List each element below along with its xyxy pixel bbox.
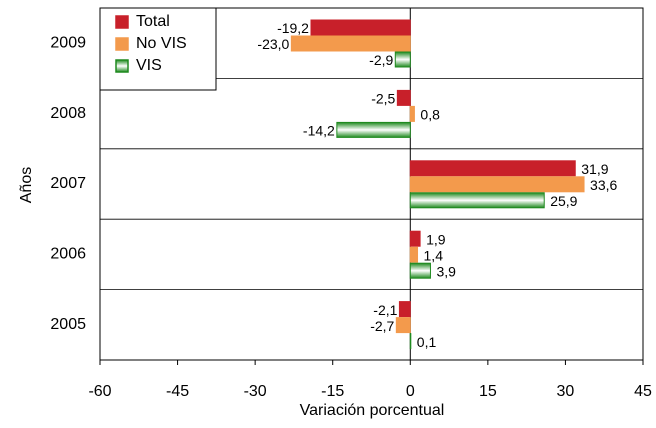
value-label: 3,9	[436, 263, 456, 279]
plot-frame	[99, 7, 644, 361]
value-label: 1,9	[426, 231, 446, 247]
x-tick-label: 45	[634, 383, 652, 400]
y-tick-label: 2006	[50, 246, 86, 263]
value-label: -2,1	[373, 302, 397, 318]
bar	[336, 121, 411, 138]
legend-label: No VIS	[136, 35, 187, 52]
y-tick-label: 2007	[50, 175, 86, 192]
y-tick-label: 2005	[50, 316, 86, 333]
legend-label: VIS	[136, 57, 162, 74]
value-label: 33,6	[590, 177, 617, 193]
bar	[395, 317, 411, 334]
y-axis-title: Años	[18, 167, 35, 203]
legend-label: Total	[136, 13, 170, 30]
value-label: -2,9	[369, 52, 393, 68]
x-tick-label: -45	[166, 383, 189, 400]
x-tick-label: -60	[88, 383, 111, 400]
x-axis-title: Variación porcentual	[300, 402, 445, 419]
bar	[409, 262, 431, 279]
value-label: -23,0	[257, 36, 289, 52]
bar	[394, 51, 411, 68]
bar	[409, 230, 421, 247]
value-label: -19,2	[277, 20, 309, 36]
bar	[409, 105, 415, 122]
value-label: 0,1	[417, 334, 437, 350]
value-label: 0,8	[420, 107, 440, 123]
legend-swatch	[115, 37, 129, 51]
bar	[409, 246, 419, 263]
bar	[396, 89, 411, 106]
x-tick-label: 0	[406, 383, 415, 400]
bar	[290, 35, 411, 52]
value-label: 1,4	[424, 247, 444, 263]
legend-swatch	[115, 59, 129, 73]
x-tick-label: 15	[479, 383, 497, 400]
bar	[409, 333, 412, 350]
bar	[409, 192, 545, 209]
x-tick-label: 30	[557, 383, 575, 400]
x-tick-label: -15	[321, 383, 344, 400]
value-label: -2,7	[370, 318, 394, 334]
bar	[409, 160, 576, 177]
value-label: 31,9	[581, 161, 608, 177]
y-tick-label: 2009	[50, 34, 86, 51]
legend-swatch	[115, 15, 129, 29]
value-label: -14,2	[303, 123, 335, 139]
value-label: 25,9	[550, 193, 577, 209]
value-label: -2,5	[371, 91, 395, 107]
y-tick-label: 2008	[50, 105, 86, 122]
bar	[409, 176, 585, 193]
bar	[398, 301, 411, 318]
x-tick-label: -30	[244, 383, 267, 400]
bar	[310, 19, 411, 36]
